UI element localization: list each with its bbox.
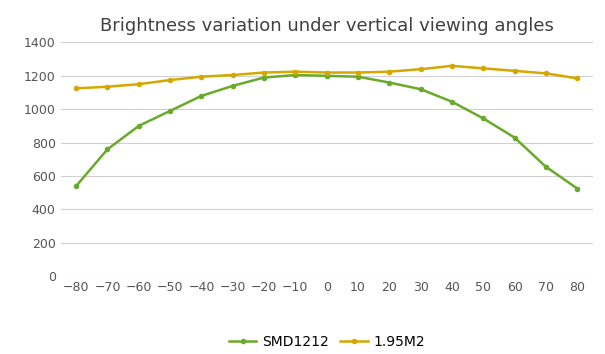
1.95M2 — [574, 76, 581, 80]
1.95M2 — [104, 85, 111, 89]
1.95M2 — [386, 69, 393, 74]
SMD1212 — [448, 99, 456, 104]
1.95M2 — [260, 70, 267, 75]
SMD1212 — [480, 116, 487, 120]
SMD1212 — [417, 87, 424, 91]
SMD1212 — [166, 109, 174, 113]
SMD1212 — [574, 186, 581, 190]
1.95M2 — [292, 69, 299, 74]
SMD1212 — [73, 184, 80, 188]
1.95M2 — [135, 82, 142, 86]
SMD1212 — [260, 75, 267, 80]
SMD1212 — [511, 136, 518, 140]
SMD1212 — [229, 84, 237, 88]
1.95M2 — [355, 70, 362, 75]
SMD1212 — [323, 74, 330, 78]
SMD1212 — [355, 75, 362, 79]
SMD1212 — [135, 124, 142, 128]
SMD1212 — [198, 94, 205, 98]
1.95M2 — [73, 86, 80, 91]
SMD1212 — [542, 165, 549, 169]
1.95M2 — [323, 70, 330, 75]
1.95M2 — [166, 78, 174, 82]
1.95M2 — [448, 64, 456, 68]
1.95M2 — [198, 75, 205, 79]
Line: SMD1212: SMD1212 — [73, 72, 580, 191]
1.95M2 — [417, 67, 424, 71]
Line: 1.95M2: 1.95M2 — [73, 63, 580, 91]
Title: Brightness variation under vertical viewing angles: Brightness variation under vertical view… — [100, 17, 554, 35]
1.95M2 — [542, 71, 549, 75]
1.95M2 — [480, 66, 487, 70]
SMD1212 — [104, 147, 111, 152]
SMD1212 — [292, 73, 299, 77]
Legend: SMD1212, 1.95M2: SMD1212, 1.95M2 — [223, 330, 430, 354]
SMD1212 — [386, 80, 393, 85]
1.95M2 — [511, 69, 518, 73]
1.95M2 — [229, 73, 237, 77]
